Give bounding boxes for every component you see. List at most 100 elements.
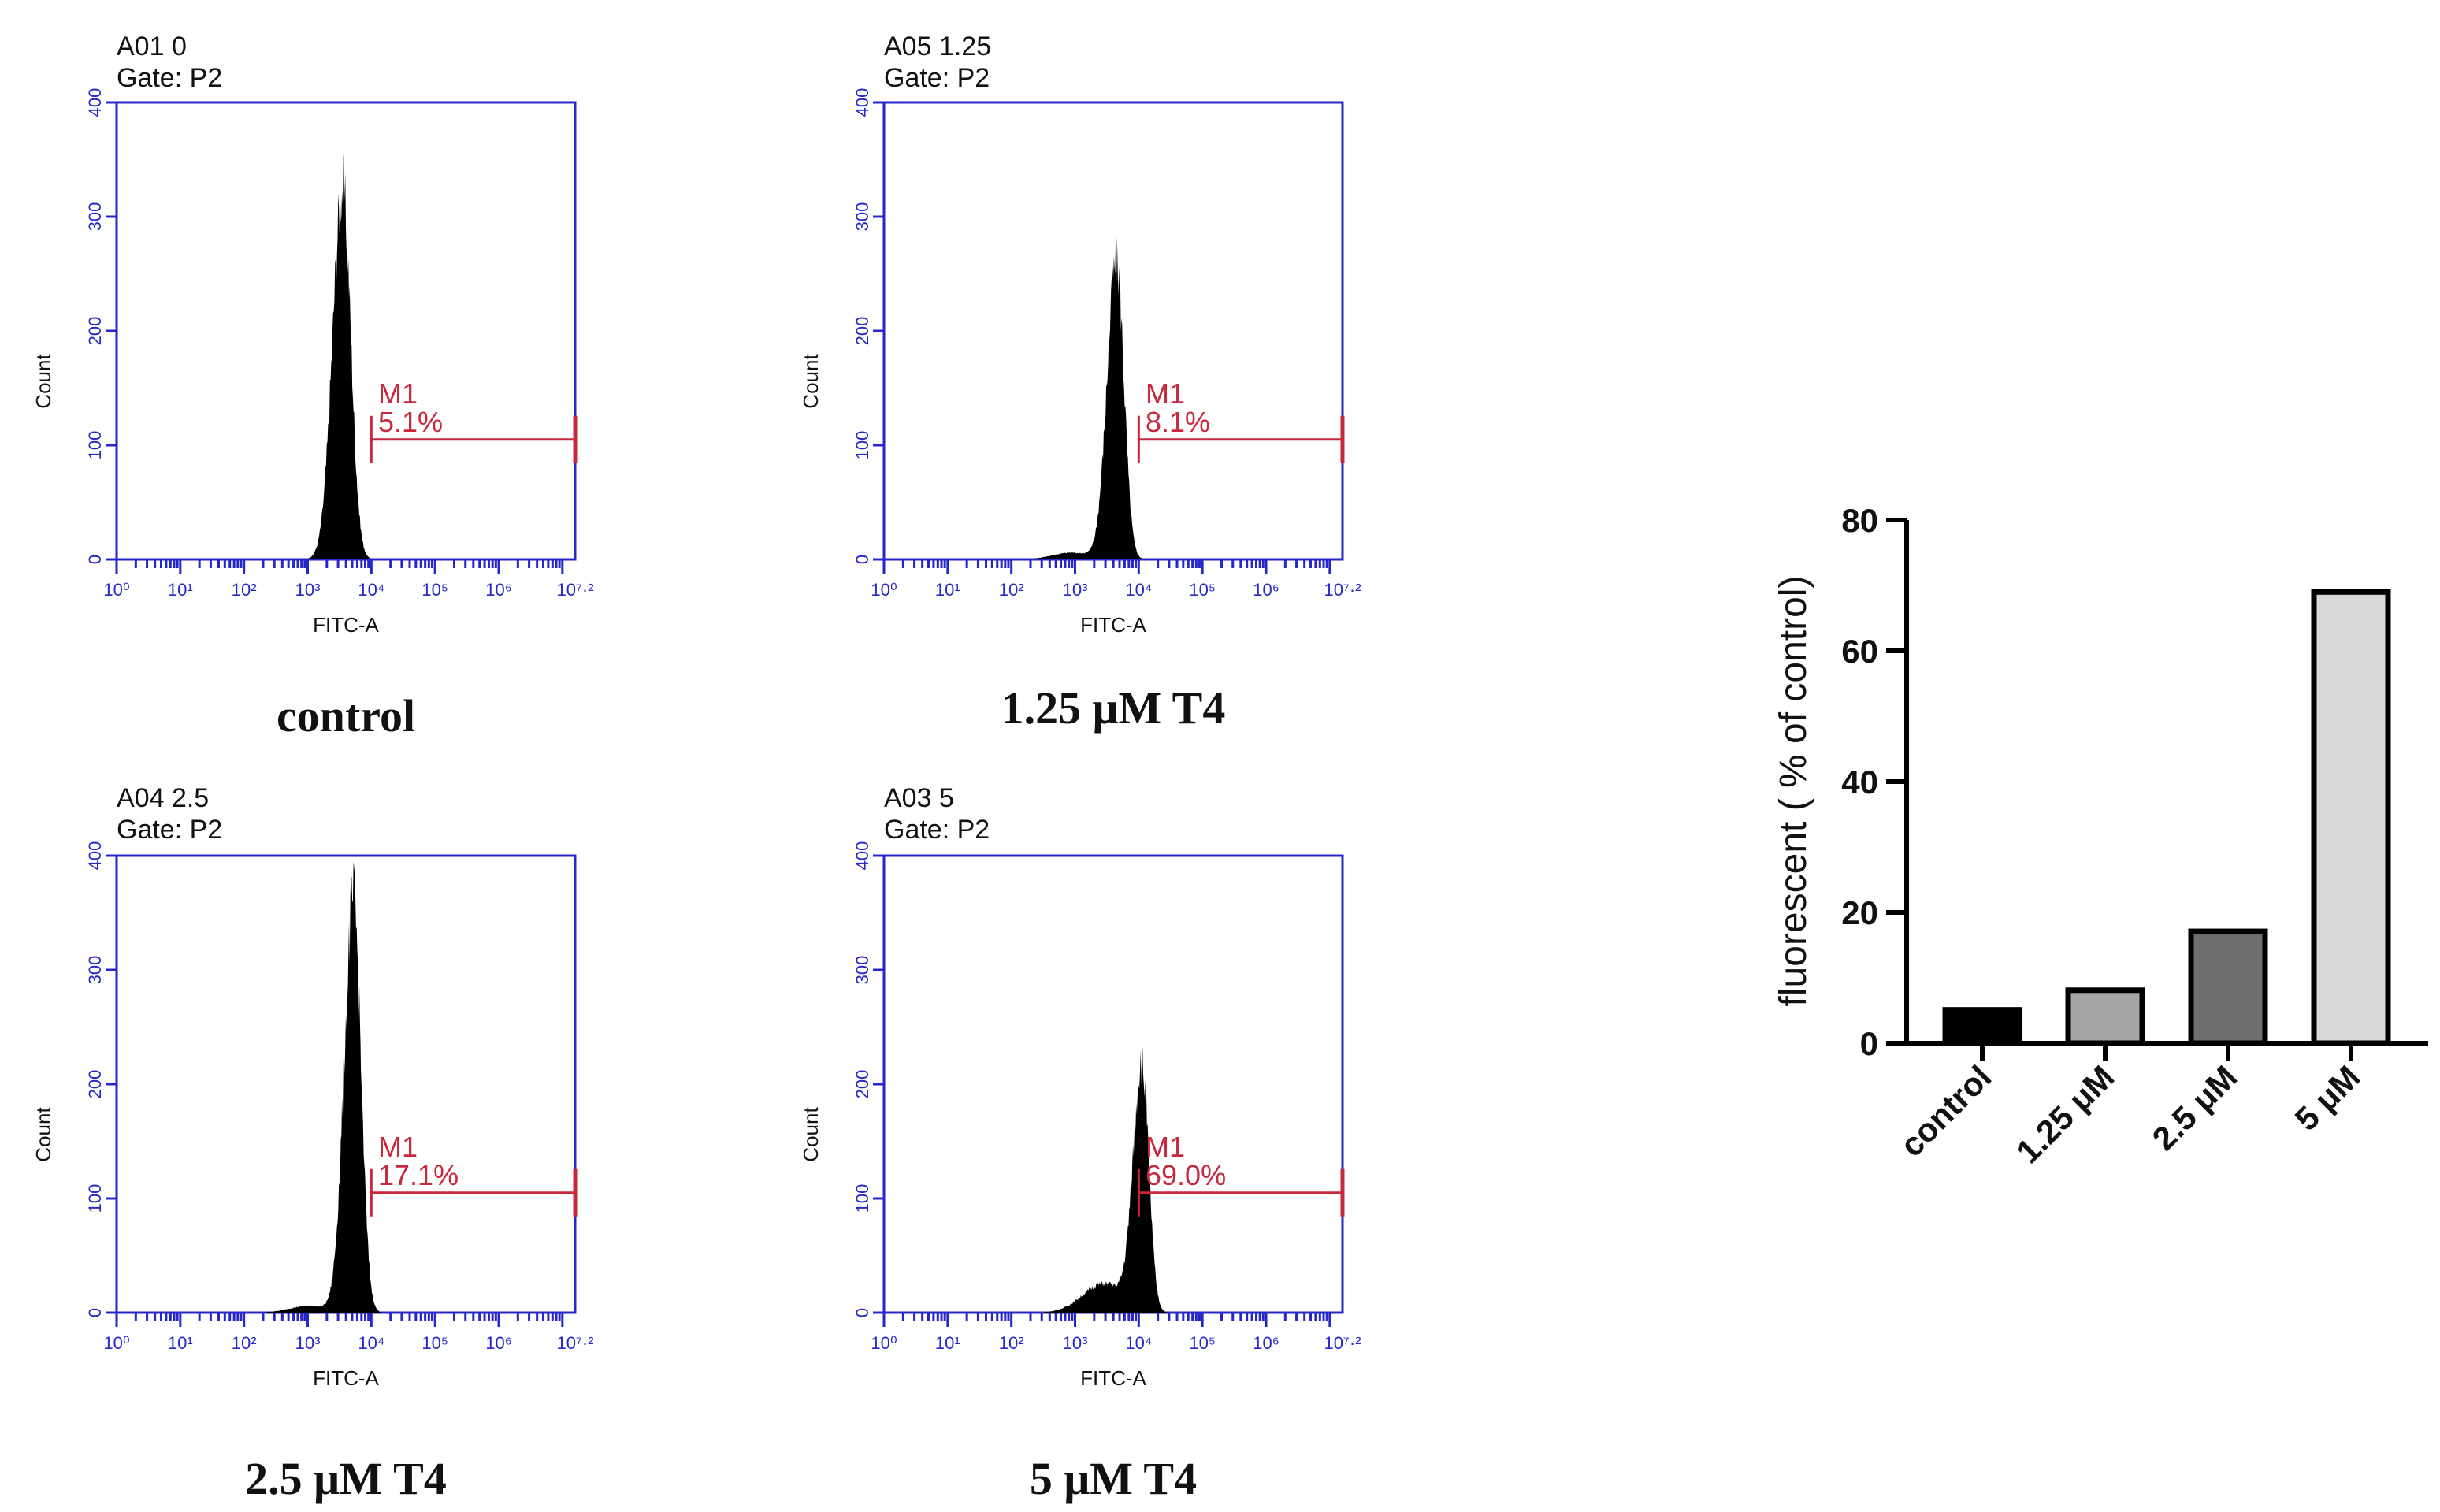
x-tick-label: 10¹ xyxy=(168,580,193,600)
y-tick-label: 200 xyxy=(85,317,105,346)
bar-y-tick-label: 20 xyxy=(1841,894,1878,931)
x-tick-label: 10⁶ xyxy=(485,1333,512,1353)
histogram-area xyxy=(239,861,418,1313)
bar-y-axis-label: fluorescent ( % of control) xyxy=(1773,576,1814,1007)
flow-panel-2-5: A04 2.5 Gate: P2 0 100 200 300 400 10⁰ 10¹ 10²… xyxy=(32,783,594,1504)
panel-caption: 1.25 μM T4 xyxy=(1001,682,1226,734)
x-tick-label: 10³ xyxy=(295,580,321,600)
y-tick-label: 200 xyxy=(852,317,872,346)
x-tick-label: 10⁶ xyxy=(1253,580,1279,600)
x-tick-label: 10⁶ xyxy=(485,580,512,600)
bar-1-25-m xyxy=(2065,987,2145,1046)
x-tick-label: 10² xyxy=(232,580,257,600)
x-tick-label: 10⁶ xyxy=(1253,1333,1279,1353)
x-tick-label: 10³ xyxy=(1063,1333,1088,1353)
bar-x-tick-label: 5 μM xyxy=(2287,1058,2367,1138)
gate-percent: 8.1% xyxy=(1146,406,1210,438)
x-axis-label: FITC-A xyxy=(1080,1366,1146,1390)
y-axis-label: Count xyxy=(799,1107,823,1162)
bar-y-tick-label: 40 xyxy=(1841,763,1878,801)
panel-well-label: A04 2.5 xyxy=(117,783,209,813)
x-axis-label: FITC-A xyxy=(313,1366,379,1390)
x-tick-label: 10¹ xyxy=(935,580,960,600)
panel-gate-label: Gate: P2 xyxy=(117,63,222,93)
x-tick-label: 10² xyxy=(232,1333,257,1353)
gate-name: M1 xyxy=(378,377,418,410)
gate-percent: 17.1% xyxy=(378,1159,459,1191)
x-tick-label: 10¹ xyxy=(935,1333,960,1353)
x-tick-label: 10³ xyxy=(295,1333,321,1353)
panel-gate-label: Gate: P2 xyxy=(884,63,990,93)
x-tick-label: 10⁰ xyxy=(871,580,897,600)
panel-well-label: A01 0 xyxy=(117,32,187,61)
bar-x-tick-label: control xyxy=(1892,1058,1998,1164)
x-tick-label: 10⁵ xyxy=(422,580,448,600)
y-tick-label: 400 xyxy=(85,841,105,871)
panel-caption: control xyxy=(277,690,415,741)
bar-x-tick-label: 1.25 μM xyxy=(2009,1058,2121,1170)
plot-frame xyxy=(882,854,1344,1314)
bar-y-tick-label: 0 xyxy=(1860,1025,1878,1062)
panel-gate-label: Gate: P2 xyxy=(884,815,990,845)
gate-marker xyxy=(1137,1168,1345,1217)
x-axis-label: FITC-A xyxy=(1080,613,1146,637)
x-tick-label: 10⁰ xyxy=(103,1333,129,1353)
y-tick-label: 0 xyxy=(852,1308,872,1317)
y-tick-label: 200 xyxy=(85,1070,105,1099)
x-tick-label: 10⁷·² xyxy=(556,1333,593,1353)
y-tick-label: 0 xyxy=(85,555,105,564)
histogram-area xyxy=(228,154,407,559)
gate-percent: 5.1% xyxy=(378,406,443,438)
panel-well-label: A03 5 xyxy=(884,783,954,813)
x-axis: 10⁰ 10¹ 10² 10³ 10⁴ 10⁵ 10⁶ 10⁷·² xyxy=(871,1313,1361,1353)
y-tick-label: 400 xyxy=(852,88,872,117)
x-tick-label: 10⁷·² xyxy=(556,580,593,600)
y-tick-label: 400 xyxy=(85,88,105,117)
y-axis: 0 100 200 300 400 xyxy=(85,841,117,1317)
gate-marker xyxy=(1137,415,1345,463)
y-tick-label: 300 xyxy=(85,956,105,985)
panel-gate-label: Gate: P2 xyxy=(117,815,222,845)
bar-2-5-m xyxy=(2188,928,2268,1046)
x-tick-label: 10² xyxy=(999,1333,1024,1353)
x-axis: 10⁰ 10¹ 10² 10³ 10⁴ 10⁵ 10⁶ 10⁷·² xyxy=(103,1313,594,1353)
bar-y-ticks: 0 20 40 60 80 xyxy=(1841,502,1907,1062)
y-axis: 0 100 200 300 400 xyxy=(85,88,117,564)
x-axis: 10⁰ 10¹ 10² 10³ 10⁴ 10⁵ 10⁶ 10⁷·² xyxy=(871,559,1361,600)
y-tick-label: 0 xyxy=(852,555,872,564)
bar-x-tick-label: 2.5 μM xyxy=(2145,1058,2245,1157)
x-tick-label: 10⁰ xyxy=(871,1333,897,1353)
y-tick-label: 400 xyxy=(852,841,872,871)
y-tick-label: 300 xyxy=(85,202,105,232)
x-tick-label: 10⁵ xyxy=(1189,1333,1216,1353)
y-tick-label: 0 xyxy=(85,1308,105,1317)
panel-caption: 5 μM T4 xyxy=(1030,1453,1197,1504)
y-tick-label: 100 xyxy=(85,431,105,460)
y-tick-label: 300 xyxy=(852,956,872,985)
bars xyxy=(1942,589,2391,1046)
gate-name: M1 xyxy=(378,1131,418,1163)
x-axis: 10⁰ 10¹ 10² 10³ 10⁴ 10⁵ 10⁶ 10⁷·² xyxy=(103,559,594,600)
y-tick-label: 100 xyxy=(852,431,872,460)
gate-marker xyxy=(370,415,578,463)
y-axis-label: Count xyxy=(32,1107,55,1162)
x-tick-label: 10⁰ xyxy=(103,580,129,600)
bar-control xyxy=(1942,1007,2022,1046)
panel-well-label: A05 1.25 xyxy=(884,32,991,61)
y-axis: 0 100 200 300 400 xyxy=(852,88,884,564)
bar-y-tick-label: 60 xyxy=(1841,633,1878,670)
bar-y-tick-label: 80 xyxy=(1841,502,1878,539)
x-tick-label: 10⁴ xyxy=(358,580,384,600)
y-axis-label: Count xyxy=(799,354,823,409)
bar-chart: 0 20 40 60 80 control 1.25 μM 2.5 μM 5 μM fluor… xyxy=(1773,502,2428,1170)
y-axis-label: Count xyxy=(32,354,55,409)
y-axis: 0 100 200 300 400 xyxy=(852,841,884,1317)
bar-x-ticks: control 1.25 μM 2.5 μM 5 μM xyxy=(1892,1043,2367,1170)
x-tick-label: 10⁵ xyxy=(422,1333,448,1353)
gate-name: M1 xyxy=(1146,1131,1185,1163)
x-tick-label: 10⁷·² xyxy=(1324,580,1361,600)
gate-name: M1 xyxy=(1146,377,1185,410)
x-axis-label: FITC-A xyxy=(313,613,379,637)
